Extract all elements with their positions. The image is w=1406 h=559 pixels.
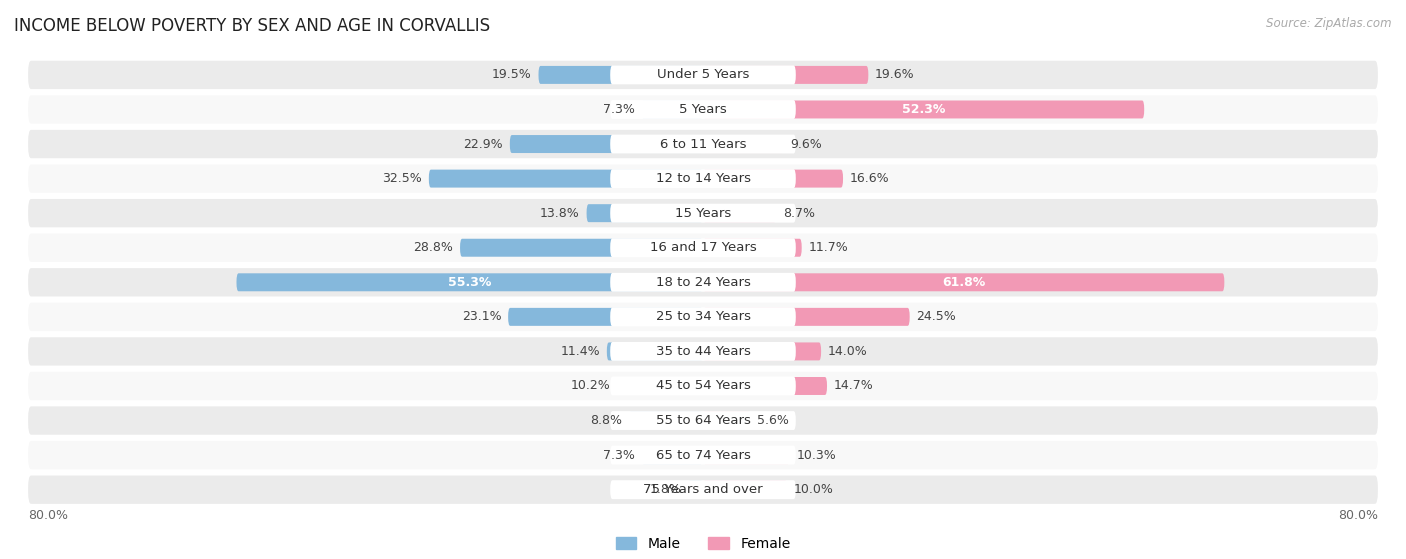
Text: 10.2%: 10.2% [571, 380, 610, 392]
FancyBboxPatch shape [28, 302, 1378, 331]
FancyBboxPatch shape [28, 130, 1378, 158]
FancyBboxPatch shape [641, 446, 703, 464]
FancyBboxPatch shape [236, 273, 703, 291]
FancyBboxPatch shape [628, 411, 703, 429]
Text: 80.0%: 80.0% [1339, 509, 1378, 522]
Text: 13.8%: 13.8% [540, 207, 579, 220]
Text: 1.8%: 1.8% [650, 483, 681, 496]
FancyBboxPatch shape [703, 169, 844, 188]
Text: INCOME BELOW POVERTY BY SEX AND AGE IN CORVALLIS: INCOME BELOW POVERTY BY SEX AND AGE IN C… [14, 17, 491, 35]
Text: 19.5%: 19.5% [492, 68, 531, 82]
FancyBboxPatch shape [28, 268, 1378, 296]
FancyBboxPatch shape [610, 100, 796, 119]
Text: 25 to 34 Years: 25 to 34 Years [655, 310, 751, 323]
Text: 7.3%: 7.3% [603, 449, 634, 462]
FancyBboxPatch shape [703, 239, 801, 257]
Text: 19.6%: 19.6% [875, 68, 915, 82]
Text: 80.0%: 80.0% [28, 509, 67, 522]
Text: 16 and 17 Years: 16 and 17 Years [650, 241, 756, 254]
FancyBboxPatch shape [617, 377, 703, 395]
Text: 52.3%: 52.3% [901, 103, 945, 116]
FancyBboxPatch shape [703, 66, 869, 84]
FancyBboxPatch shape [703, 481, 787, 499]
FancyBboxPatch shape [610, 411, 796, 430]
FancyBboxPatch shape [28, 476, 1378, 504]
FancyBboxPatch shape [28, 406, 1378, 435]
Text: 10.0%: 10.0% [794, 483, 834, 496]
Text: 11.4%: 11.4% [561, 345, 600, 358]
Text: 14.0%: 14.0% [828, 345, 868, 358]
FancyBboxPatch shape [607, 343, 703, 361]
FancyBboxPatch shape [28, 95, 1378, 124]
FancyBboxPatch shape [28, 337, 1378, 366]
FancyBboxPatch shape [28, 372, 1378, 400]
Text: 22.9%: 22.9% [464, 138, 503, 150]
Text: 12 to 14 Years: 12 to 14 Years [655, 172, 751, 185]
FancyBboxPatch shape [28, 441, 1378, 470]
Text: 15 Years: 15 Years [675, 207, 731, 220]
FancyBboxPatch shape [610, 342, 796, 361]
Legend: Male, Female: Male, Female [610, 531, 796, 556]
Text: Under 5 Years: Under 5 Years [657, 68, 749, 82]
FancyBboxPatch shape [510, 135, 703, 153]
Text: 5.6%: 5.6% [756, 414, 789, 427]
FancyBboxPatch shape [641, 101, 703, 119]
Text: 28.8%: 28.8% [413, 241, 453, 254]
Text: 45 to 54 Years: 45 to 54 Years [655, 380, 751, 392]
Text: 65 to 74 Years: 65 to 74 Years [655, 449, 751, 462]
Text: 55.3%: 55.3% [449, 276, 492, 289]
Text: 9.6%: 9.6% [790, 138, 823, 150]
FancyBboxPatch shape [28, 61, 1378, 89]
FancyBboxPatch shape [703, 204, 776, 222]
Text: 61.8%: 61.8% [942, 276, 986, 289]
Text: 18 to 24 Years: 18 to 24 Years [655, 276, 751, 289]
FancyBboxPatch shape [703, 377, 827, 395]
FancyBboxPatch shape [703, 446, 790, 464]
Text: 6 to 11 Years: 6 to 11 Years [659, 138, 747, 150]
Text: 35 to 44 Years: 35 to 44 Years [655, 345, 751, 358]
FancyBboxPatch shape [610, 273, 796, 292]
Text: 14.7%: 14.7% [834, 380, 873, 392]
FancyBboxPatch shape [538, 66, 703, 84]
Text: 23.1%: 23.1% [461, 310, 502, 323]
FancyBboxPatch shape [610, 377, 796, 395]
Text: 16.6%: 16.6% [849, 172, 890, 185]
Text: 32.5%: 32.5% [382, 172, 422, 185]
FancyBboxPatch shape [703, 273, 1225, 291]
FancyBboxPatch shape [610, 446, 796, 465]
FancyBboxPatch shape [28, 164, 1378, 193]
Text: 8.7%: 8.7% [783, 207, 815, 220]
Text: 5 Years: 5 Years [679, 103, 727, 116]
FancyBboxPatch shape [610, 169, 796, 188]
FancyBboxPatch shape [703, 101, 1144, 119]
Text: 7.3%: 7.3% [603, 103, 634, 116]
FancyBboxPatch shape [28, 199, 1378, 228]
Text: 24.5%: 24.5% [917, 310, 956, 323]
Text: 11.7%: 11.7% [808, 241, 848, 254]
FancyBboxPatch shape [610, 65, 796, 84]
Text: 8.8%: 8.8% [591, 414, 621, 427]
FancyBboxPatch shape [460, 239, 703, 257]
FancyBboxPatch shape [610, 203, 796, 222]
FancyBboxPatch shape [610, 135, 796, 154]
FancyBboxPatch shape [610, 238, 796, 257]
Text: 75 Years and over: 75 Years and over [643, 483, 763, 496]
Text: 55 to 64 Years: 55 to 64 Years [655, 414, 751, 427]
FancyBboxPatch shape [429, 169, 703, 188]
FancyBboxPatch shape [586, 204, 703, 222]
FancyBboxPatch shape [610, 480, 796, 499]
FancyBboxPatch shape [508, 308, 703, 326]
FancyBboxPatch shape [28, 234, 1378, 262]
FancyBboxPatch shape [703, 343, 821, 361]
FancyBboxPatch shape [610, 307, 796, 326]
Text: 10.3%: 10.3% [797, 449, 837, 462]
FancyBboxPatch shape [703, 308, 910, 326]
Text: Source: ZipAtlas.com: Source: ZipAtlas.com [1267, 17, 1392, 30]
FancyBboxPatch shape [688, 481, 703, 499]
FancyBboxPatch shape [703, 411, 751, 429]
FancyBboxPatch shape [703, 135, 785, 153]
